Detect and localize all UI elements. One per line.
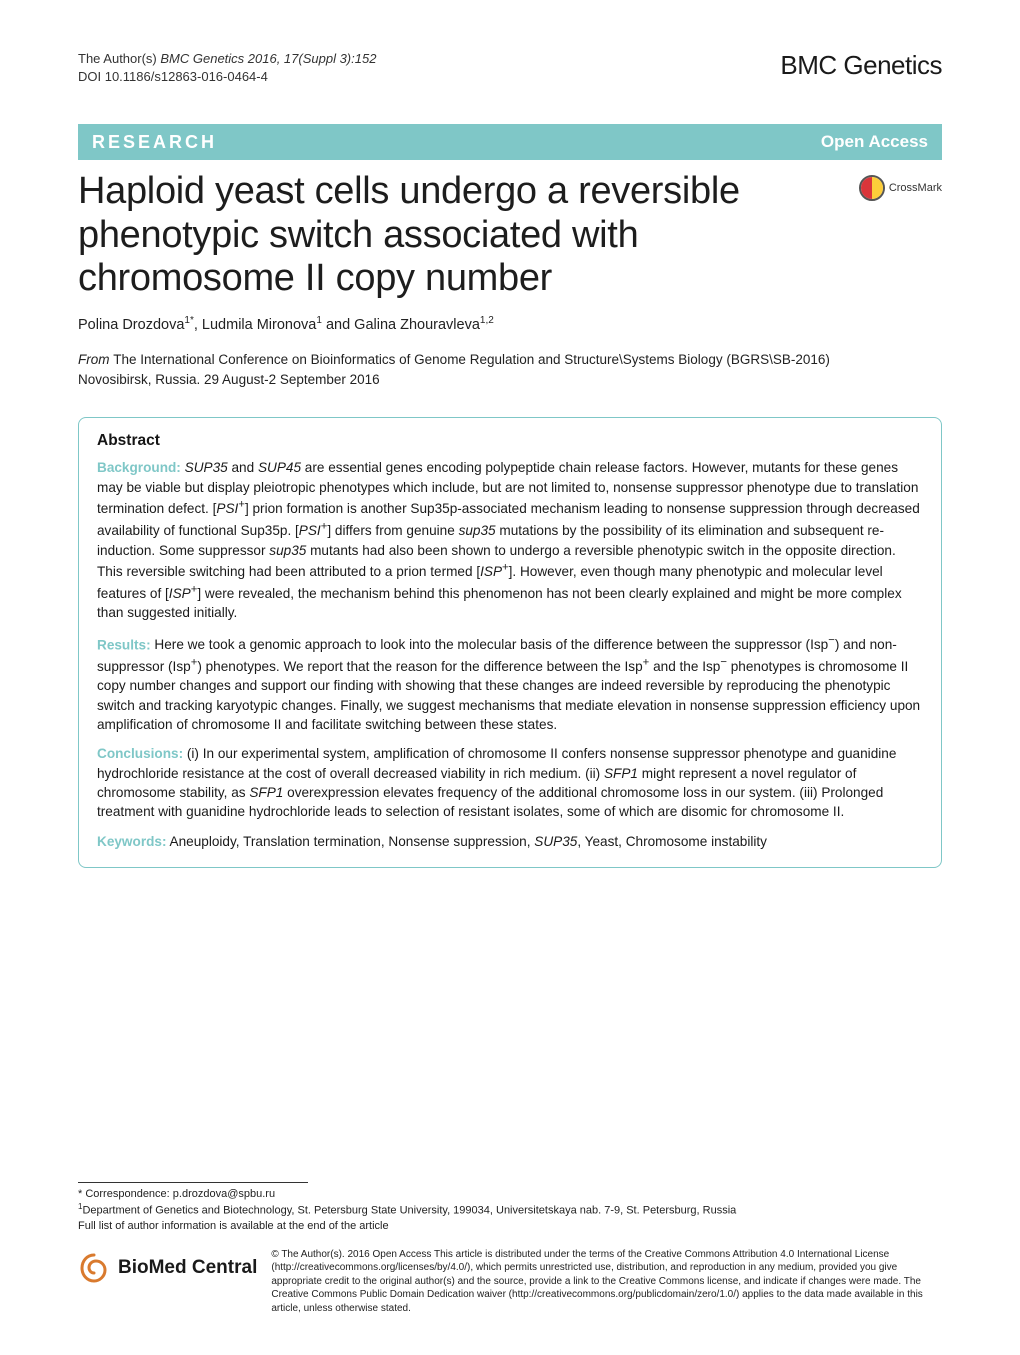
background-text: SUP35 and SUP45 are essential genes enco…	[97, 460, 920, 620]
header-journal-citation: BMC Genetics 2016, 17(Suppl 3):152	[160, 51, 376, 66]
biomed-central-logo: BioMed Central	[78, 1252, 257, 1284]
results-text: Here we took a genomic approach to look …	[97, 637, 920, 732]
background-label: Background:	[97, 460, 181, 475]
abstract-conclusions: Conclusions: (i) In our experimental sys…	[97, 744, 923, 821]
license-row: BioMed Central © The Author(s). 2016 Ope…	[78, 1248, 942, 1316]
article-type-label: RESEARCH	[92, 132, 217, 153]
conclusions-label: Conclusions:	[97, 746, 183, 761]
header-citation: The Author(s) BMC Genetics 2016, 17(Supp…	[78, 50, 376, 86]
abstract-box: Abstract Background: SUP35 and SUP45 are…	[78, 417, 942, 868]
conference-loc-date: Novosibirsk, Russia. 29 August-2 Septemb…	[78, 372, 380, 387]
abstract-results: Results: Here we took a genomic approach…	[97, 633, 923, 735]
biomed-swirl-icon	[78, 1252, 110, 1284]
correspondence-affiliation: 1Department of Genetics and Biotechnolog…	[78, 1202, 942, 1219]
author-list: Polina Drozdova1*, Ludmila Mironova1 and…	[78, 314, 942, 336]
header-authors-line: The Author(s)	[78, 51, 160, 66]
header-doi: DOI 10.1186/s12863-016-0464-4	[78, 69, 268, 84]
abstract-background: Background: SUP35 and SUP45 are essentia…	[97, 458, 923, 623]
open-access-label: Open Access	[821, 132, 928, 152]
journal-brand: BMC Genetics	[780, 50, 942, 81]
abstract-heading: Abstract	[97, 432, 923, 450]
footnote-rule	[78, 1182, 308, 1183]
results-label: Results:	[97, 637, 151, 652]
conference-info: From The International Conference on Bio…	[78, 350, 942, 389]
page-footer: * Correspondence: p.drozdova@spbu.ru 1De…	[78, 1182, 942, 1315]
crossmark-badge[interactable]: CrossMark	[859, 175, 942, 201]
article-title: Haploid yeast cells undergo a reversible…	[78, 170, 778, 300]
from-label: From	[78, 352, 113, 367]
correspondence-more: Full list of author information is avail…	[78, 1219, 942, 1234]
correspondence-block: * Correspondence: p.drozdova@spbu.ru 1De…	[78, 1187, 942, 1233]
keywords-text: Aneuploidy, Translation termination, Non…	[167, 834, 767, 849]
conference-name: The International Conference on Bioinfor…	[113, 352, 830, 367]
crossmark-icon	[859, 175, 885, 201]
keywords-label: Keywords:	[97, 834, 167, 849]
abstract-keywords: Keywords: Aneuploidy, Translation termin…	[97, 832, 923, 851]
biomed-central-text: BioMed Central	[118, 1257, 257, 1279]
correspondence-email: * Correspondence: p.drozdova@spbu.ru	[78, 1187, 942, 1202]
conclusions-text: (i) In our experimental system, amplific…	[97, 746, 896, 819]
page-header: The Author(s) BMC Genetics 2016, 17(Supp…	[78, 50, 942, 86]
license-text: © The Author(s). 2016 Open Access This a…	[271, 1248, 942, 1316]
article-type-bar: RESEARCH Open Access	[78, 124, 942, 160]
crossmark-label: CrossMark	[889, 182, 942, 194]
